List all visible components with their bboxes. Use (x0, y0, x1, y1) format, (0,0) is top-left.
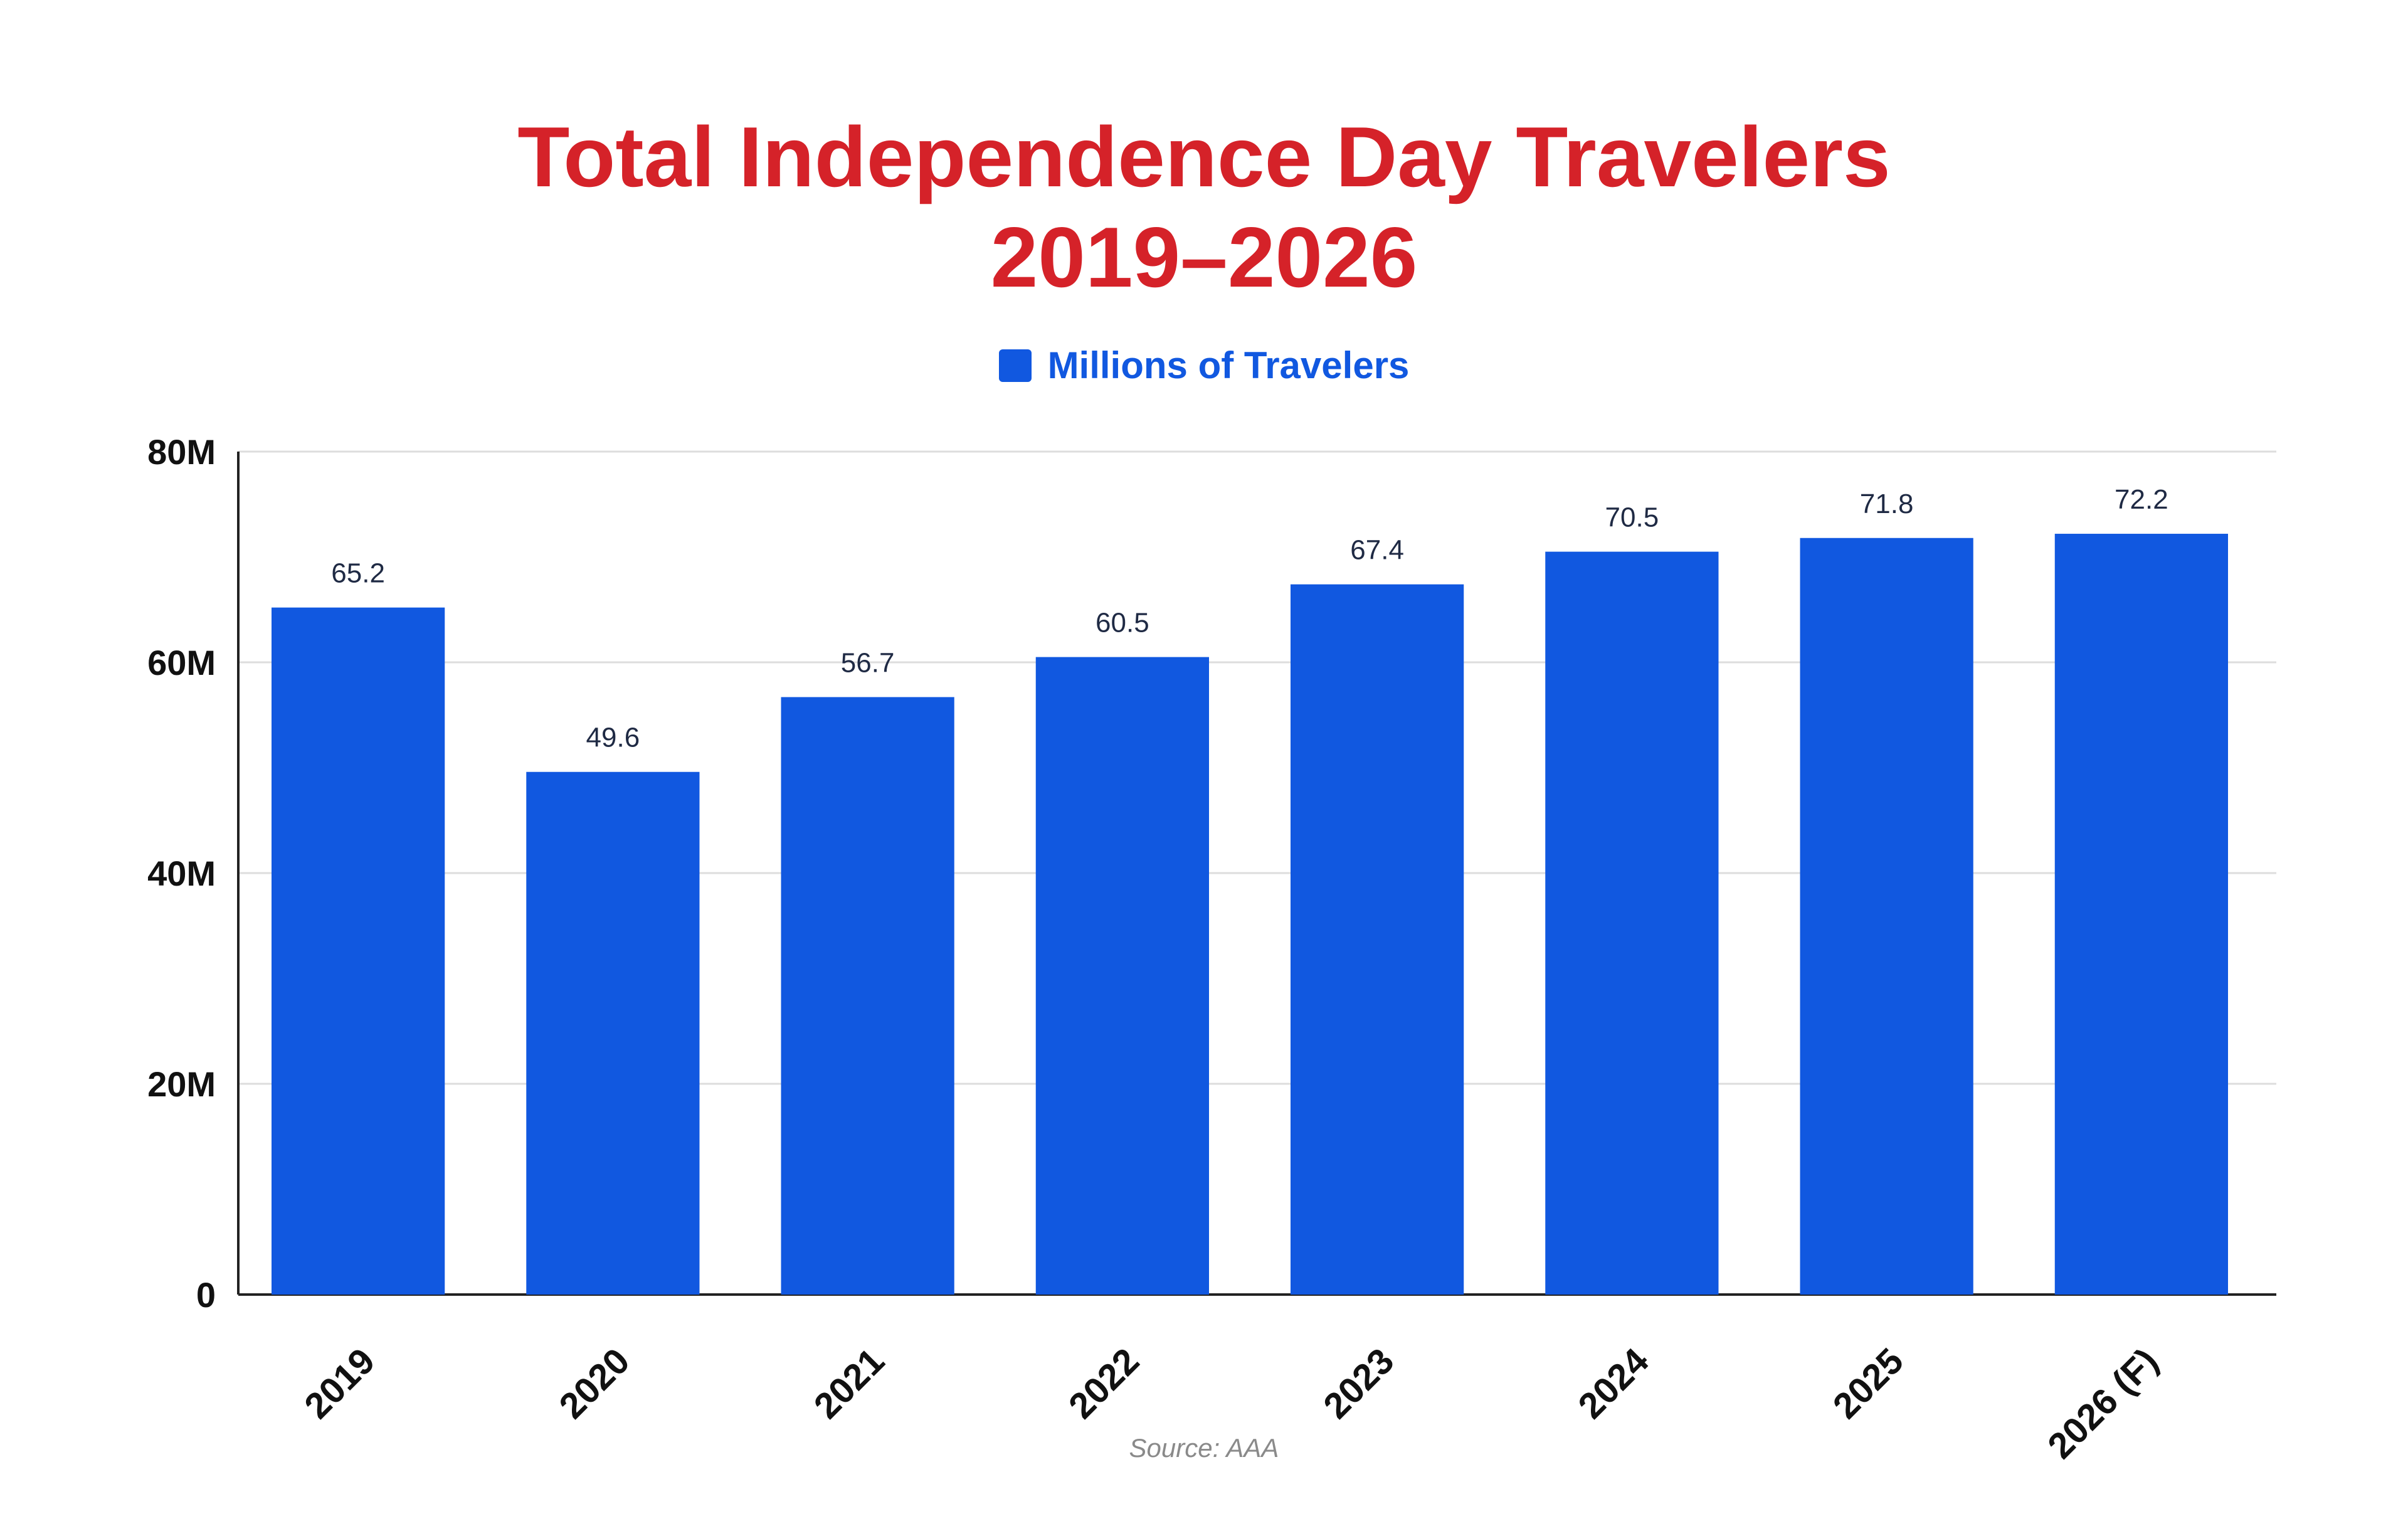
source-note: Source: AAA (1129, 1433, 1279, 1463)
data-label: 70.5 (1605, 502, 1659, 533)
bar (1545, 551, 1719, 1295)
legend: Millions of Travelers (0, 344, 2408, 387)
y-tick-label: 0 (196, 1275, 216, 1315)
legend-swatch (998, 349, 1032, 382)
data-label: 56.7 (841, 647, 895, 678)
chart-title: Total Independence Day Travelers 2019–20… (0, 107, 2408, 307)
bar (1035, 657, 1209, 1295)
y-tick-label: 20M (147, 1064, 216, 1104)
bar (1800, 538, 1973, 1295)
bar (1291, 584, 1464, 1295)
x-tick-label: 2019 (297, 1340, 383, 1426)
y-tick-label: 60M (147, 643, 216, 682)
bar (526, 771, 700, 1295)
x-tick-label: 2025 (1825, 1340, 1911, 1426)
bar (272, 607, 445, 1295)
data-label: 67.4 (1350, 535, 1404, 566)
x-tick-label: 2022 (1061, 1340, 1147, 1426)
data-label: 60.5 (1096, 608, 1149, 638)
y-tick-label: 40M (147, 854, 216, 893)
legend-label: Millions of Travelers (1047, 344, 1410, 386)
data-label: 72.2 (2115, 484, 2168, 515)
x-tick-label: 2020 (551, 1340, 637, 1426)
y-tick-label: 80M (147, 432, 216, 472)
data-label: 65.2 (331, 558, 385, 589)
data-label: 71.8 (1860, 489, 1914, 519)
bar (2054, 534, 2228, 1295)
chart-title-line2: 2019–2026 (990, 209, 1418, 305)
bar (781, 697, 954, 1295)
x-tick-label: 2023 (1316, 1340, 1402, 1426)
x-tick-label: 2024 (1570, 1340, 1656, 1426)
data-label: 49.6 (586, 723, 640, 753)
chart-title-line1: Total Independence Day Travelers (517, 109, 1891, 204)
x-tick-label: 2021 (806, 1340, 892, 1426)
